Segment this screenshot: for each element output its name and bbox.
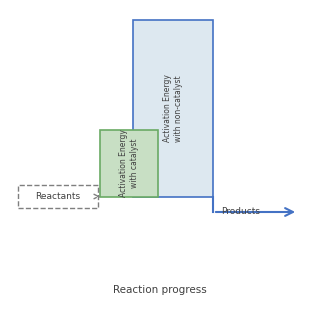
Bar [18, 185, 98, 208]
Text: Products: Products [221, 207, 260, 217]
Text: Reactants: Reactants [36, 192, 81, 201]
Text: Activation Energy
with non-catalyst: Activation Energy with non-catalyst [163, 75, 183, 142]
Text: Reaction progress: Reaction progress [113, 285, 207, 295]
Bar [100, 130, 158, 197]
Text: Activation Energy
with catalyst: Activation Energy with catalyst [119, 130, 139, 197]
Bar [133, 20, 213, 197]
